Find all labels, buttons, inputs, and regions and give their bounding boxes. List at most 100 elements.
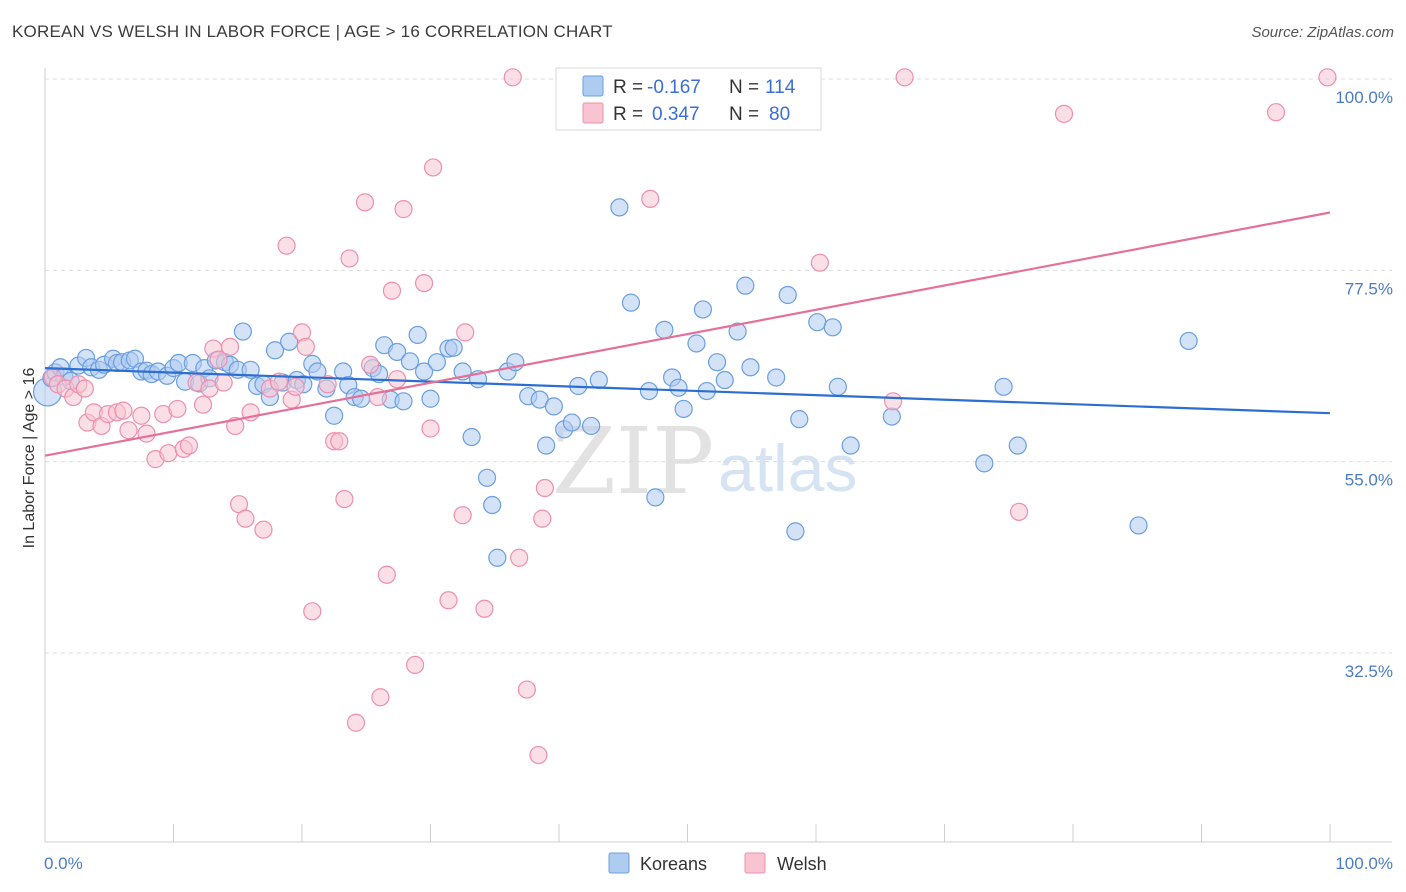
welsh-point [340, 249, 359, 268]
welsh-point [503, 68, 522, 87]
welsh-point [405, 655, 425, 675]
welsh-point [168, 399, 187, 419]
welsh-point [119, 421, 138, 440]
korean-point [808, 313, 827, 332]
korean-point [975, 454, 994, 473]
welsh-point [895, 68, 914, 87]
korean-point [414, 362, 434, 381]
korean-point [477, 468, 497, 487]
welsh-point [179, 436, 199, 455]
legend-swatch-koreans [582, 75, 604, 97]
korean-point [1129, 516, 1148, 535]
welsh-point [371, 688, 390, 707]
welsh-point [335, 489, 354, 509]
legend-swatch-welsh [582, 102, 604, 124]
legend-n-label-koreans: N = [729, 77, 759, 98]
korean-point [994, 377, 1013, 396]
korean-point [786, 522, 805, 541]
korean-point [669, 378, 688, 397]
korean-point [778, 285, 797, 305]
korean-point [828, 377, 847, 396]
welsh-point [286, 377, 305, 396]
welsh-point [423, 158, 443, 177]
koreans-trend-line [44, 367, 1331, 415]
korean-point [687, 334, 706, 353]
welsh-point [377, 565, 396, 584]
bottom-legend-label-koreans: Koreans [640, 854, 707, 874]
welsh-point [810, 253, 829, 272]
welsh-point [883, 392, 903, 411]
korean-point [421, 389, 440, 408]
y-axis-title: In Labor Force | Age > 16 [21, 368, 38, 549]
korean-point [882, 407, 901, 426]
bottom-legend-swatch-welsh [744, 852, 766, 874]
welsh-point [75, 379, 94, 398]
korean-point [462, 427, 481, 447]
korean-point [241, 360, 260, 379]
korean-point [841, 436, 860, 455]
welsh-point [414, 273, 434, 293]
bottom-legend: Koreans Welsh [608, 852, 827, 874]
welsh-point [453, 506, 472, 525]
legend-r-value-welsh: 0.347 [652, 104, 700, 125]
korean-point [767, 368, 786, 387]
korean-point [537, 436, 556, 455]
welsh-point [517, 680, 536, 699]
korean-point [707, 353, 727, 372]
welsh-point [226, 416, 245, 436]
korean-point [233, 322, 252, 341]
welsh-point [533, 509, 552, 528]
legend-r-label-welsh: R = [613, 104, 643, 125]
tick-label-layer: 100.0% 77.5% 55.0% 32.5% 0.0% 100.0% [44, 88, 1393, 873]
welsh-point [296, 337, 315, 356]
korean-point [715, 370, 734, 390]
korean-point [736, 276, 755, 295]
korean-point [1179, 331, 1198, 351]
welsh-trend-line [44, 211, 1331, 457]
korean-point [655, 320, 674, 339]
korean-point [394, 392, 413, 411]
welsh-point [209, 350, 228, 369]
korean-point [280, 332, 299, 351]
welsh-point [330, 432, 349, 451]
welsh-point [394, 200, 413, 219]
welsh-point [254, 520, 273, 539]
y-tick-label: 100.0% [1335, 88, 1393, 107]
chart-title: KOREAN VS WELSH IN LABOR FORCE | AGE > 1… [12, 22, 613, 41]
welsh-point [1266, 103, 1286, 122]
welsh-point [361, 355, 380, 374]
chart-source: Source: ZipAtlas.com [1251, 24, 1394, 41]
trend-layer [44, 211, 1331, 457]
welsh-point [114, 401, 133, 420]
welsh-point [132, 406, 151, 425]
korean-point [352, 389, 371, 408]
korean-point [674, 399, 693, 419]
korean-point [610, 198, 629, 217]
y-tick-label: 77.5% [1345, 279, 1393, 298]
welsh-point [421, 419, 440, 438]
welsh-point [346, 713, 366, 732]
welsh-points [43, 68, 1337, 765]
welsh-point [535, 478, 554, 498]
korean-point [400, 352, 420, 371]
korean-point [741, 358, 760, 377]
legend-r-value-koreans: -0.167 [647, 77, 701, 98]
korean-point [621, 293, 641, 312]
x-tick-label-max: 100.0% [1335, 854, 1393, 873]
korean-point [387, 342, 407, 362]
welsh-point [137, 424, 156, 443]
x-tick-label-min: 0.0% [44, 854, 83, 873]
bottom-legend-swatch-koreans [608, 852, 630, 874]
korean-point [488, 548, 507, 567]
korean-point [483, 495, 502, 515]
welsh-point [382, 281, 402, 300]
welsh-point [439, 591, 458, 610]
welsh-point [641, 189, 660, 209]
welsh-point [1054, 104, 1074, 123]
legend-n-value-welsh: 80 [769, 104, 790, 125]
korean-point [728, 322, 747, 341]
legend-n-label-welsh: N = [729, 104, 759, 125]
korean-point [646, 488, 665, 507]
welsh-point [475, 599, 494, 618]
